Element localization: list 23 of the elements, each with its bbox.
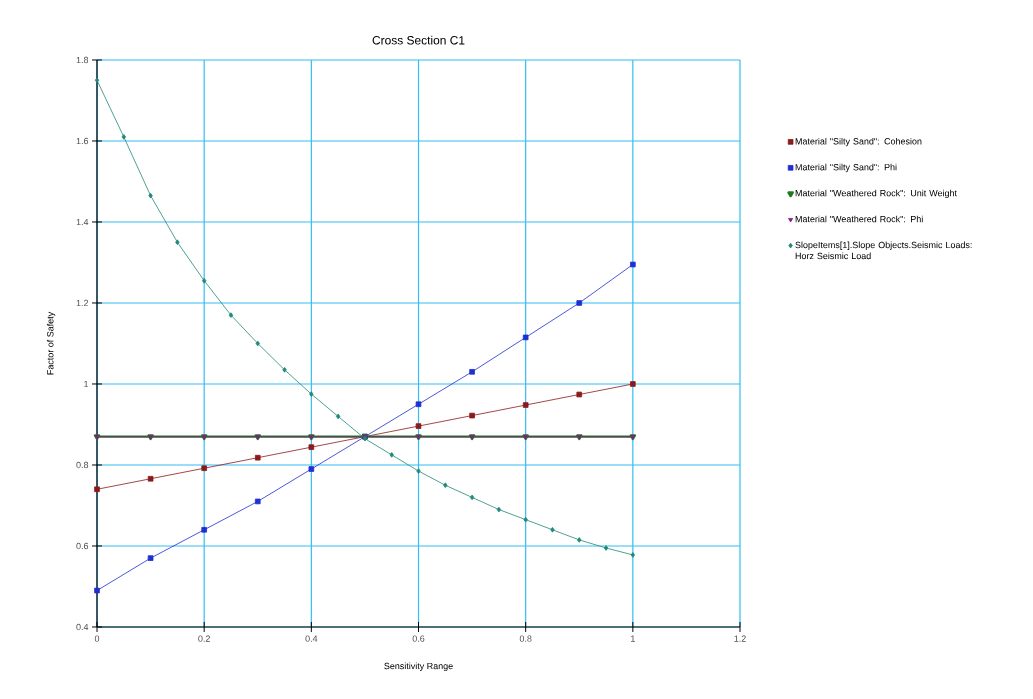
- y-tick-label: 1.2: [76, 299, 89, 307]
- x-axis-title: Sensitivity Range: [384, 662, 453, 671]
- y-tick-label: 0.8: [76, 461, 89, 469]
- legend-label: Material "Silty Sand": Cohesion: [795, 137, 922, 147]
- x-tick-label: 0.8: [519, 635, 532, 642]
- x-tick-label: 0.6: [412, 635, 425, 642]
- legend-label: SlopeItems[1].Slope Objects.Seismic Loads: Horz Seismic Load: [795, 241, 972, 260]
- y-tick-label: 1.8: [76, 56, 89, 64]
- x-tick-label: 0.2: [198, 635, 210, 642]
- legend-label: Material "Weathered Rock": Unit Weight: [795, 189, 957, 199]
- y-tick-label: 1.4: [76, 218, 89, 226]
- y-tick-label: 1.6: [76, 137, 89, 145]
- y-tick-label: 0.4: [76, 623, 89, 631]
- y-tick-label: 1: [84, 380, 89, 388]
- legend-label: Material "Weathered Rock": Phi: [795, 215, 923, 223]
- y-tick-label: 0.6: [76, 542, 89, 550]
- legend-label: Material "Silty Sand": Phi: [795, 163, 897, 173]
- x-tick-label: 1.2: [734, 635, 746, 642]
- x-tick-label: 0: [94, 635, 100, 642]
- chart-title: Cross Section C1: [372, 35, 465, 45]
- x-tick-label: 1: [631, 635, 635, 642]
- x-tick-label: 0.4: [305, 635, 318, 642]
- y-axis-title: Factor of Safety: [46, 311, 56, 375]
